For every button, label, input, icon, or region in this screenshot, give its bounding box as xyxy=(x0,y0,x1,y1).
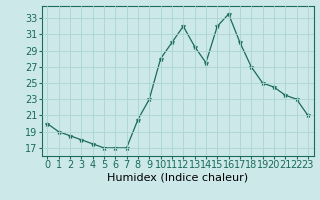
X-axis label: Humidex (Indice chaleur): Humidex (Indice chaleur) xyxy=(107,173,248,183)
